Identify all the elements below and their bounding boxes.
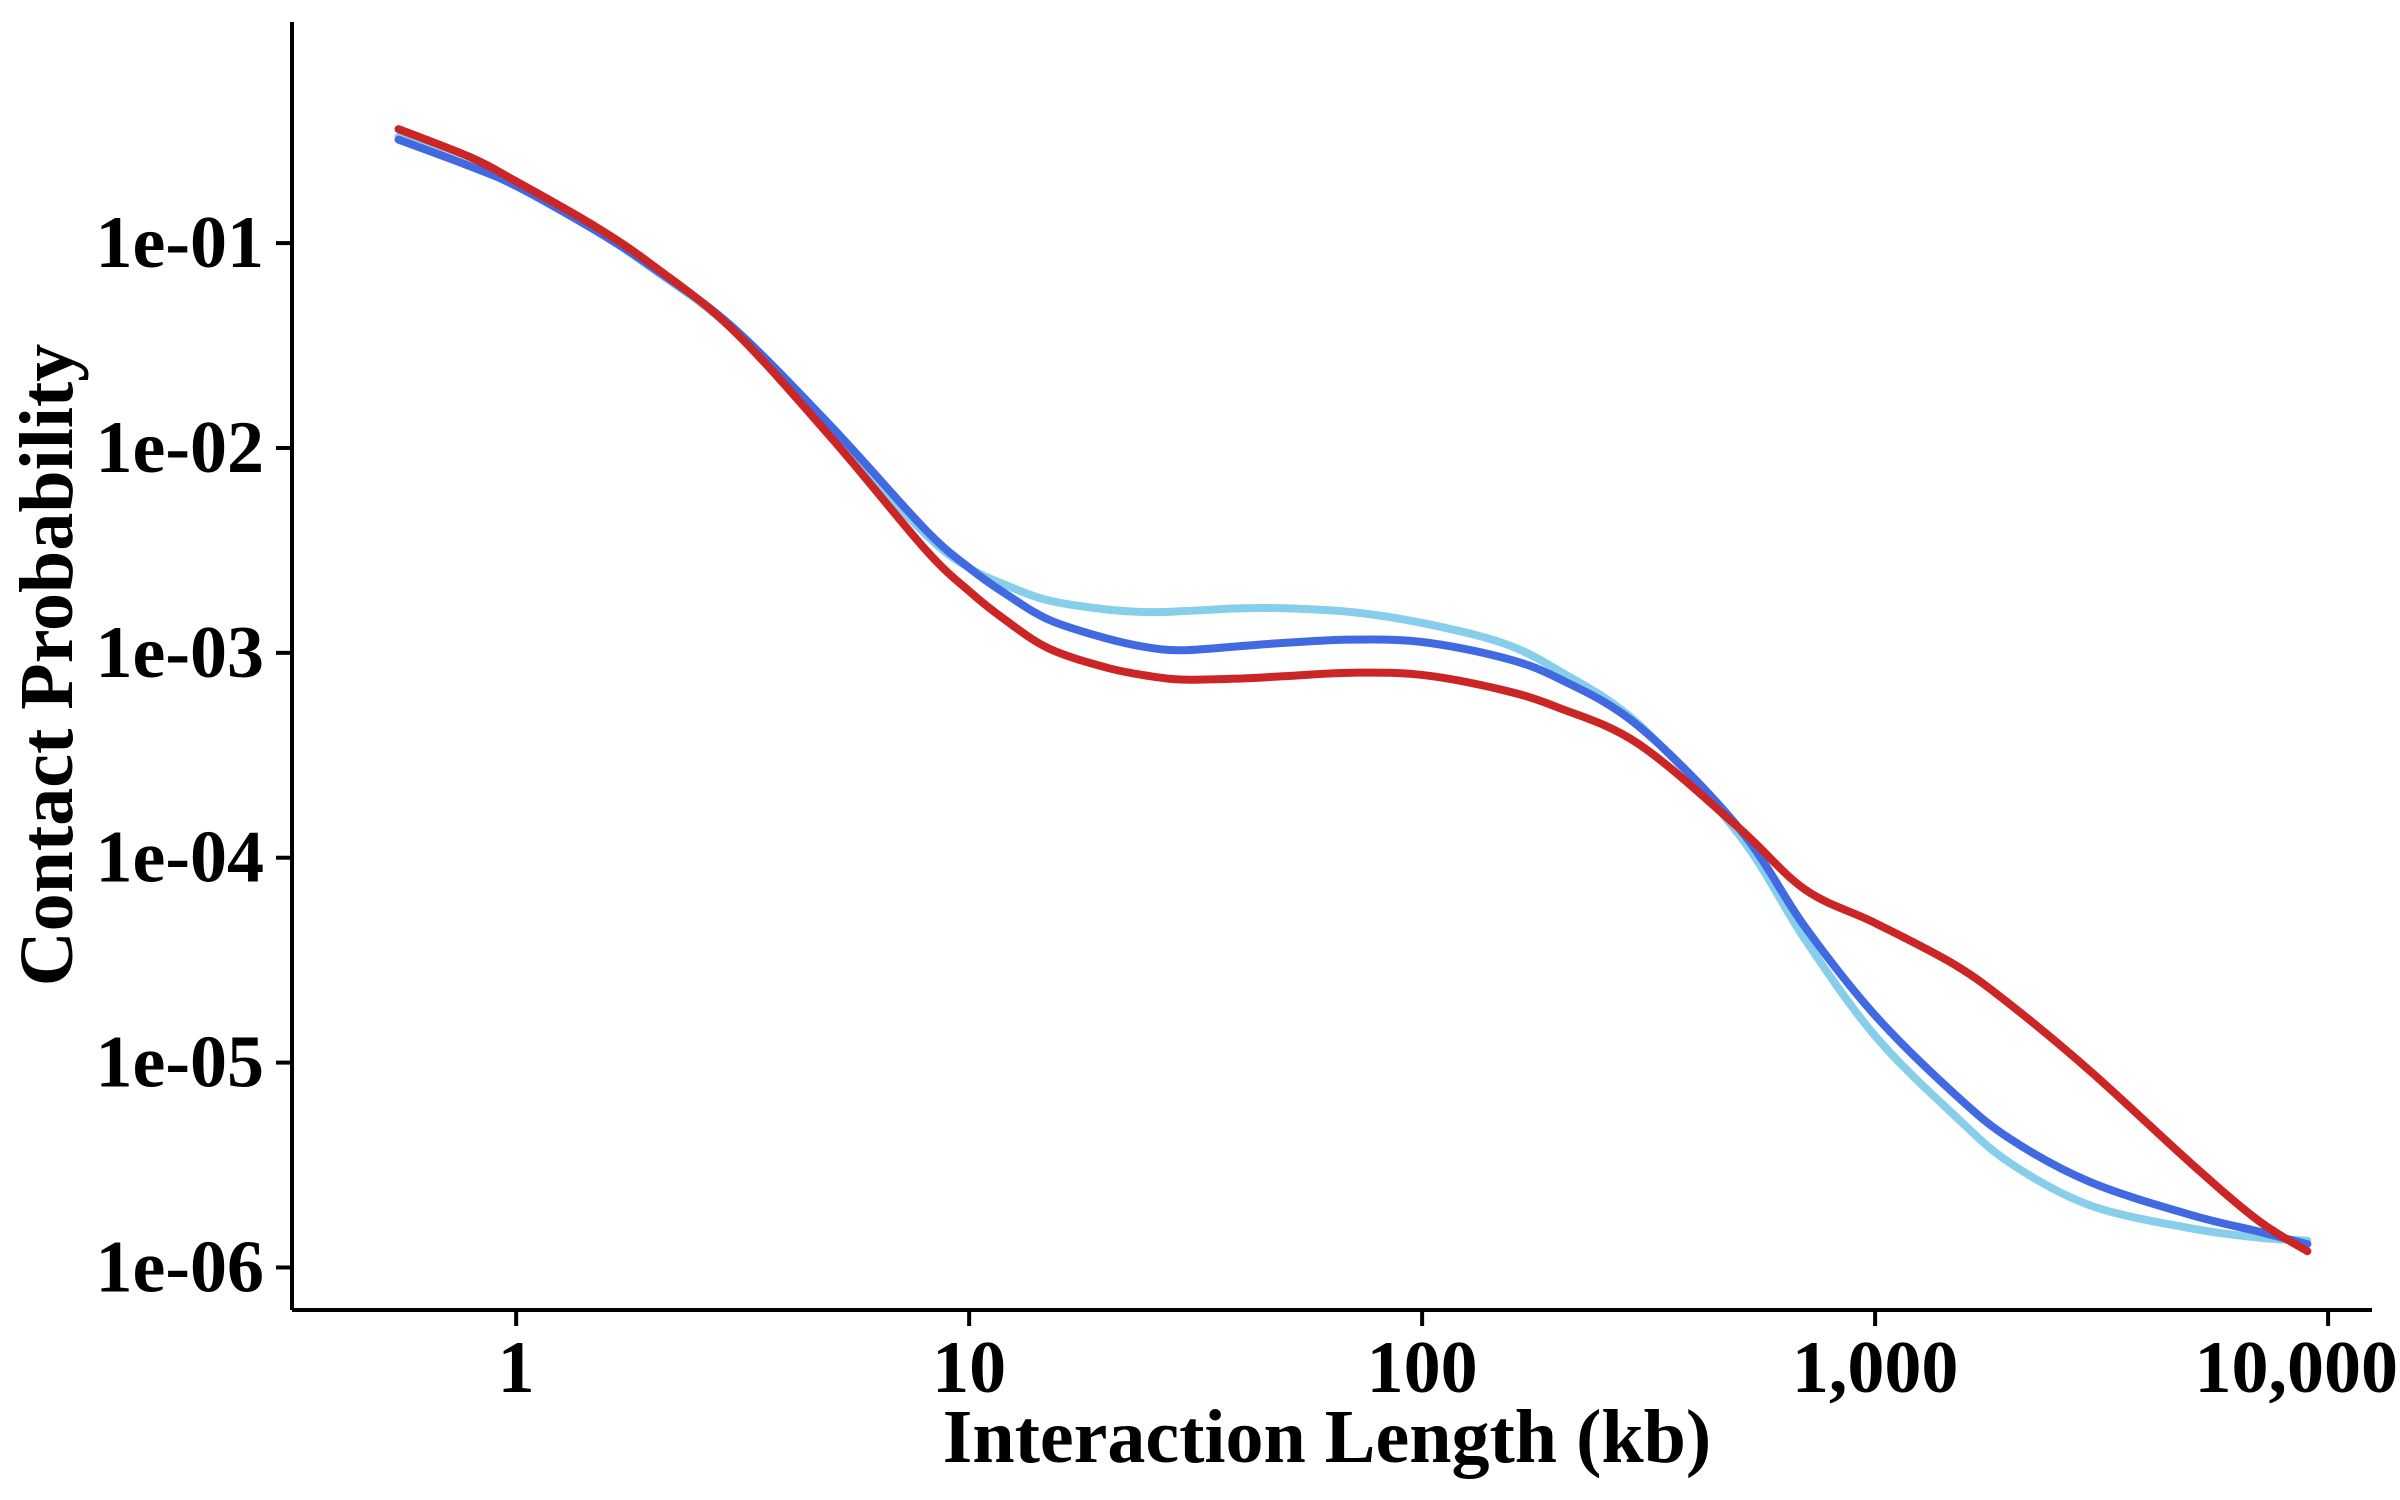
series-line-2 (394, 135, 2312, 1249)
x-tick-label: 10 (932, 1327, 1006, 1409)
series-line-3 (394, 125, 2312, 1256)
x-tick-label: 1,000 (1792, 1327, 1959, 1409)
y-axis-title: Contact Probability (5, 344, 89, 986)
y-axis-ticks: 1e-01 1e-02 1e-03 1e-04 1e-05 1e-06 (96, 202, 292, 1308)
series-line-1 (394, 132, 2312, 1245)
series-group (394, 125, 2312, 1256)
y-tick-label: 1e-04 (96, 817, 265, 899)
y-tick-label: 1e-02 (96, 407, 265, 489)
y-tick-label: 1e-05 (96, 1022, 265, 1104)
axes (290, 22, 2372, 1312)
x-axis-title: Interaction Length (kb) (943, 1395, 1711, 1479)
x-tick-label: 1 (498, 1327, 535, 1409)
x-tick-label: 100 (1367, 1327, 1478, 1409)
y-tick-label: 1e-03 (96, 612, 265, 694)
y-tick-label: 1e-01 (96, 202, 265, 284)
x-tick-label: 10,000 (2195, 1327, 2399, 1409)
x-axis-ticks: 1 10 100 1,000 10,000 (498, 1310, 2398, 1409)
y-tick-label: 1e-06 (96, 1226, 265, 1308)
